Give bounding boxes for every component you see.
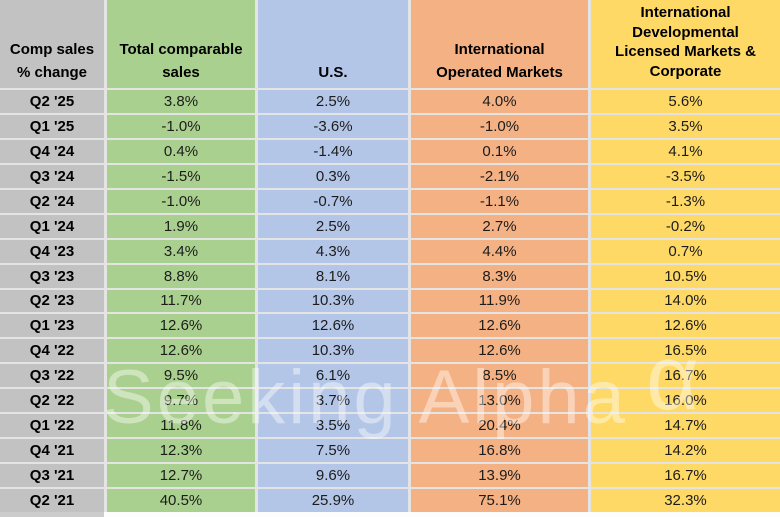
column-header-cell: U.S.	[258, 0, 408, 88]
data-cell: 16.0%	[591, 389, 780, 413]
data-cell: 4.3%	[258, 239, 408, 263]
data-cell: 14.7%	[591, 414, 780, 438]
row-label-cell: Q4 '21	[0, 439, 104, 463]
data-cell: 8.1%	[258, 264, 408, 288]
data-cell: 3.5%	[591, 114, 780, 138]
next-row-sliver	[0, 512, 104, 517]
data-cell: 10.5%	[591, 264, 780, 288]
data-cell: 12.7%	[107, 464, 255, 488]
column-header-cell: International Operated Markets	[411, 0, 588, 88]
data-cell: 11.8%	[107, 414, 255, 438]
data-cell: 4.1%	[591, 139, 780, 163]
data-cell: 12.6%	[107, 339, 255, 363]
data-cell: 11.9%	[411, 289, 588, 313]
data-cell: 2.7%	[411, 214, 588, 238]
row-label-cell: Q3 '21	[0, 464, 104, 488]
row-label-cell: Q1 '23	[0, 314, 104, 338]
data-cell: -0.2%	[591, 214, 780, 238]
data-cell: 14.2%	[591, 439, 780, 463]
data-cell: 16.5%	[591, 339, 780, 363]
row-label-cell: Q2 '21	[0, 489, 104, 512]
data-cell: -3.5%	[591, 164, 780, 188]
data-cell: -0.7%	[258, 189, 408, 213]
data-cell: 6.1%	[258, 364, 408, 388]
data-cell: -1.0%	[107, 189, 255, 213]
data-cell: 16.8%	[411, 439, 588, 463]
data-cell: -1.3%	[591, 189, 780, 213]
row-label-cell: Q2 '23	[0, 289, 104, 313]
row-label-cell: Q1 '25	[0, 114, 104, 138]
data-cell: 10.3%	[258, 339, 408, 363]
data-cell: 75.1%	[411, 489, 588, 512]
column-header-cell: Total comparable sales	[107, 0, 255, 88]
data-cell: 12.6%	[258, 314, 408, 338]
data-cell: 4.0%	[411, 90, 588, 113]
data-cell: 2.5%	[258, 90, 408, 113]
data-cell: 40.5%	[107, 489, 255, 512]
data-cell: 2.5%	[258, 214, 408, 238]
row-label-cell: Q3 '23	[0, 264, 104, 288]
data-cell: 14.0%	[591, 289, 780, 313]
data-cell: 0.4%	[107, 139, 255, 163]
data-cell: 9.7%	[107, 389, 255, 413]
row-label-cell: Q3 '22	[0, 364, 104, 388]
bottom-edge-strip	[0, 512, 780, 517]
data-cell: -3.6%	[258, 114, 408, 138]
row-label-cell: Q4 '23	[0, 239, 104, 263]
data-cell: -2.1%	[411, 164, 588, 188]
row-label-cell: Q4 '22	[0, 339, 104, 363]
data-cell: 3.4%	[107, 239, 255, 263]
data-cell: 16.7%	[591, 464, 780, 488]
data-cell: 1.9%	[107, 214, 255, 238]
data-cell: 7.5%	[258, 439, 408, 463]
data-cell: 10.3%	[258, 289, 408, 313]
data-cell: 16.7%	[591, 364, 780, 388]
data-cell: 13.9%	[411, 464, 588, 488]
data-cell: 9.6%	[258, 464, 408, 488]
data-cell: 0.3%	[258, 164, 408, 188]
row-label-cell: Q2 '25	[0, 90, 104, 113]
data-cell: 12.6%	[107, 314, 255, 338]
data-cell: 32.3%	[591, 489, 780, 512]
row-label-cell: Q1 '24	[0, 214, 104, 238]
data-cell: 12.6%	[591, 314, 780, 338]
data-cell: 8.3%	[411, 264, 588, 288]
corner-header-cell: Comp sales% change	[0, 0, 104, 88]
data-cell: 25.9%	[258, 489, 408, 512]
data-cell: 4.4%	[411, 239, 588, 263]
row-label-cell: Q1 '22	[0, 414, 104, 438]
data-cell: 0.1%	[411, 139, 588, 163]
data-cell: 12.6%	[411, 314, 588, 338]
data-cell: 5.6%	[591, 90, 780, 113]
data-cell: -1.5%	[107, 164, 255, 188]
data-cell: 8.5%	[411, 364, 588, 388]
data-cell: 8.8%	[107, 264, 255, 288]
data-cell: -1.4%	[258, 139, 408, 163]
row-label-cell: Q4 '24	[0, 139, 104, 163]
data-cell: 0.7%	[591, 239, 780, 263]
data-cell: 13.0%	[411, 389, 588, 413]
data-cell: -1.1%	[411, 189, 588, 213]
data-cell: 11.7%	[107, 289, 255, 313]
data-cell: 3.7%	[258, 389, 408, 413]
row-label-cell: Q2 '24	[0, 189, 104, 213]
row-label-cell: Q3 '24	[0, 164, 104, 188]
data-cell: -1.0%	[411, 114, 588, 138]
data-cell: 9.5%	[107, 364, 255, 388]
data-cell: 12.6%	[411, 339, 588, 363]
data-cell: 12.3%	[107, 439, 255, 463]
data-cell: 3.5%	[258, 414, 408, 438]
data-cell: -1.0%	[107, 114, 255, 138]
column-header-cell: International Developmental Licensed Mar…	[591, 0, 780, 88]
row-label-cell: Q2 '22	[0, 389, 104, 413]
data-cell: 20.4%	[411, 414, 588, 438]
data-cell: 3.8%	[107, 90, 255, 113]
